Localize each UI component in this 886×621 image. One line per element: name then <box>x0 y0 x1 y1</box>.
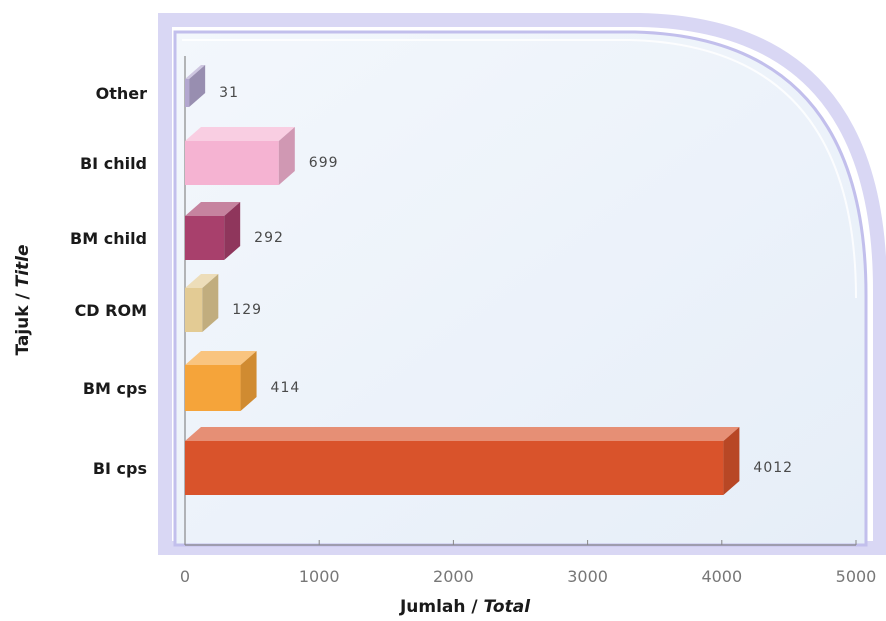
value-label: 129 <box>232 302 262 318</box>
bar-group: Other 31 <box>96 65 239 107</box>
bar-side-face <box>240 351 257 411</box>
bar-group: BM cps 414 <box>83 351 301 411</box>
bar <box>185 141 279 185</box>
plot-panel <box>158 13 886 555</box>
bar-group: BM child 292 <box>70 202 284 260</box>
bar <box>185 216 225 260</box>
bar-group: CD ROM 129 <box>75 274 262 332</box>
x-tick-label: 5000 <box>836 567 877 586</box>
x-tick-label: 0 <box>180 567 190 586</box>
bar-side-face <box>723 427 740 495</box>
bar-top-face <box>185 202 241 216</box>
y-axis-title: Tajuk / Title <box>13 244 33 355</box>
value-label: 414 <box>271 380 301 396</box>
bar-top-face <box>185 351 257 365</box>
x-tick-label: 1000 <box>299 567 340 586</box>
x-axis-title: Jumlah / Total <box>399 597 531 617</box>
value-label: 31 <box>219 85 239 101</box>
x-tick-label: 4000 <box>701 567 742 586</box>
ticks-layer: 0 1000 2000 3000 4000 5000 <box>180 540 876 586</box>
category-label: CD ROM <box>75 301 147 320</box>
bar <box>185 365 241 411</box>
bar-side-face <box>202 274 219 332</box>
bar-top-face <box>185 274 219 288</box>
bar-side-face <box>189 65 206 107</box>
bar <box>185 79 190 107</box>
category-label: Other <box>96 84 147 103</box>
category-label: BM cps <box>83 379 147 398</box>
bar <box>185 288 203 332</box>
x-tick-label: 2000 <box>433 567 474 586</box>
bar-group: BI cps 4012 <box>93 427 793 495</box>
bar-side-face <box>224 202 241 260</box>
x-axis-title-italic: Total <box>484 597 532 617</box>
category-label: BM child <box>70 229 147 248</box>
bar-top-face <box>185 127 295 141</box>
y-axis-title-italic: Title <box>13 244 33 287</box>
category-label: BI cps <box>93 459 147 478</box>
value-label: 699 <box>309 155 339 171</box>
bar-group: BI child 699 <box>80 127 339 185</box>
category-label: BI child <box>80 154 147 173</box>
bars-layer: Other 31 BI child 699 BM child 292 CD ROM 129 BM… <box>70 65 793 495</box>
value-label: 4012 <box>753 460 793 476</box>
bar-side-face <box>278 127 295 185</box>
bar-top-face <box>185 427 740 441</box>
bar <box>185 441 724 495</box>
value-label: 292 <box>254 230 284 246</box>
x-tick-label: 3000 <box>567 567 608 586</box>
y-axis-title-main: Tajuk / <box>13 287 33 355</box>
x-axis-title-main: Jumlah / <box>399 597 484 617</box>
bar-top-face <box>185 65 206 79</box>
